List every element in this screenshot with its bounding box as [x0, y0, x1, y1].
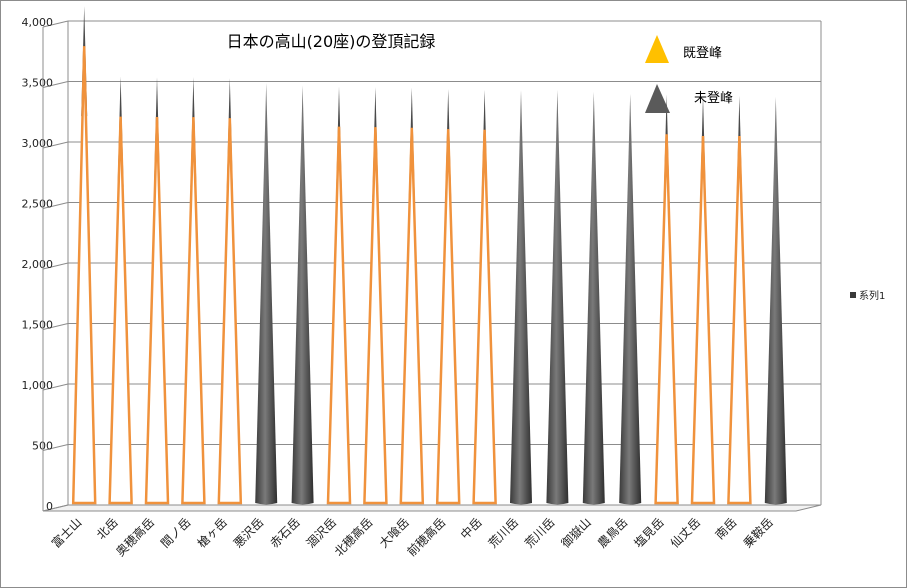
- cone-unclimbed: [291, 85, 314, 505]
- x-tick-label: 南岳: [712, 515, 740, 543]
- cone-unclimbed: [510, 89, 532, 505]
- y-tick-label: 1,000: [22, 379, 54, 392]
- x-tick-label: 北穂高岳: [331, 515, 376, 560]
- x-tick-label: 奥穂高岳: [113, 515, 158, 560]
- x-tick-label: 乗鞍岳: [740, 515, 776, 551]
- side-wall-line: [42, 262, 69, 270]
- y-tick-label: 2,000: [22, 258, 54, 271]
- side-wall-line: [42, 323, 69, 330]
- x-tick-label: 前穂高岳: [404, 515, 449, 560]
- cone-climbed: [690, 135, 716, 505]
- y-tick-label: 2,500: [22, 198, 54, 211]
- x-tick-label: 槍ヶ岳: [194, 515, 230, 551]
- cone-unclimbed: [255, 82, 278, 505]
- cone-climbed: [363, 127, 388, 505]
- x-tick-label: 富士山: [48, 515, 84, 551]
- chart-floor: [42, 504, 822, 512]
- side-wall-line: [42, 141, 69, 149]
- climbed-legend-label: 既登峰: [683, 46, 722, 61]
- chart-title: 日本の高山(20座)の登頂記録: [227, 32, 436, 51]
- side-wall-line: [42, 202, 69, 209]
- x-tick-label: 大喰岳: [376, 515, 412, 551]
- cone-climbed: [727, 135, 752, 505]
- cone-climbed: [71, 46, 97, 505]
- cone-climbed: [654, 134, 679, 505]
- x-tick-label: 農鳥岳: [594, 515, 630, 551]
- cone-unclimbed: [619, 93, 642, 505]
- y-tick-label: 3,000: [22, 137, 54, 150]
- x-tick-label: 涸沢岳: [304, 515, 339, 550]
- x-tick-label: 荒川岳: [522, 515, 557, 550]
- side-wall-line: [42, 81, 69, 88]
- cone-climbed: [435, 129, 461, 505]
- cone-climbed: [399, 127, 425, 505]
- climbed-legend-marker: [645, 35, 669, 63]
- x-tick-label: 中岳: [457, 515, 485, 543]
- cone-climbed: [108, 116, 133, 505]
- x-tick-label: 御嶽山: [558, 515, 594, 551]
- unclimbed-legend-marker: [645, 84, 670, 113]
- side-wall-line: [42, 504, 69, 512]
- y-tick-label: 4,000: [22, 16, 54, 29]
- side-wall-line: [42, 444, 69, 451]
- y-tick-label: 0: [46, 500, 53, 513]
- x-tick-label: 悪沢岳: [231, 515, 266, 550]
- x-tick-label: 赤石岳: [267, 515, 302, 550]
- cone-unclimbed: [764, 96, 787, 505]
- side-wall-line: [42, 20, 69, 28]
- x-tick-label: 間ノ岳: [158, 515, 193, 550]
- side-wall-line: [42, 383, 69, 391]
- cone-climbed: [472, 129, 497, 505]
- cone-unclimbed: [582, 91, 605, 505]
- y-tick-label: 3,500: [22, 77, 54, 90]
- x-tick-label: 北岳: [94, 515, 121, 542]
- series-legend-label: 系列1: [859, 289, 885, 302]
- x-tick-label: 荒川岳: [486, 515, 521, 550]
- cone-climbed: [326, 126, 352, 505]
- cone-climbed: [181, 117, 206, 505]
- cone-climbed: [217, 118, 243, 505]
- series-legend-swatch: [850, 292, 856, 298]
- x-tick-label: 塩見岳: [631, 515, 667, 551]
- unclimbed-legend-label: 未登峰: [694, 91, 733, 106]
- cone-climbed: [144, 116, 170, 505]
- cone-unclimbed: [546, 89, 569, 505]
- x-tick-label: 仙丈岳: [668, 515, 703, 550]
- y-tick-label: 1,500: [22, 319, 54, 332]
